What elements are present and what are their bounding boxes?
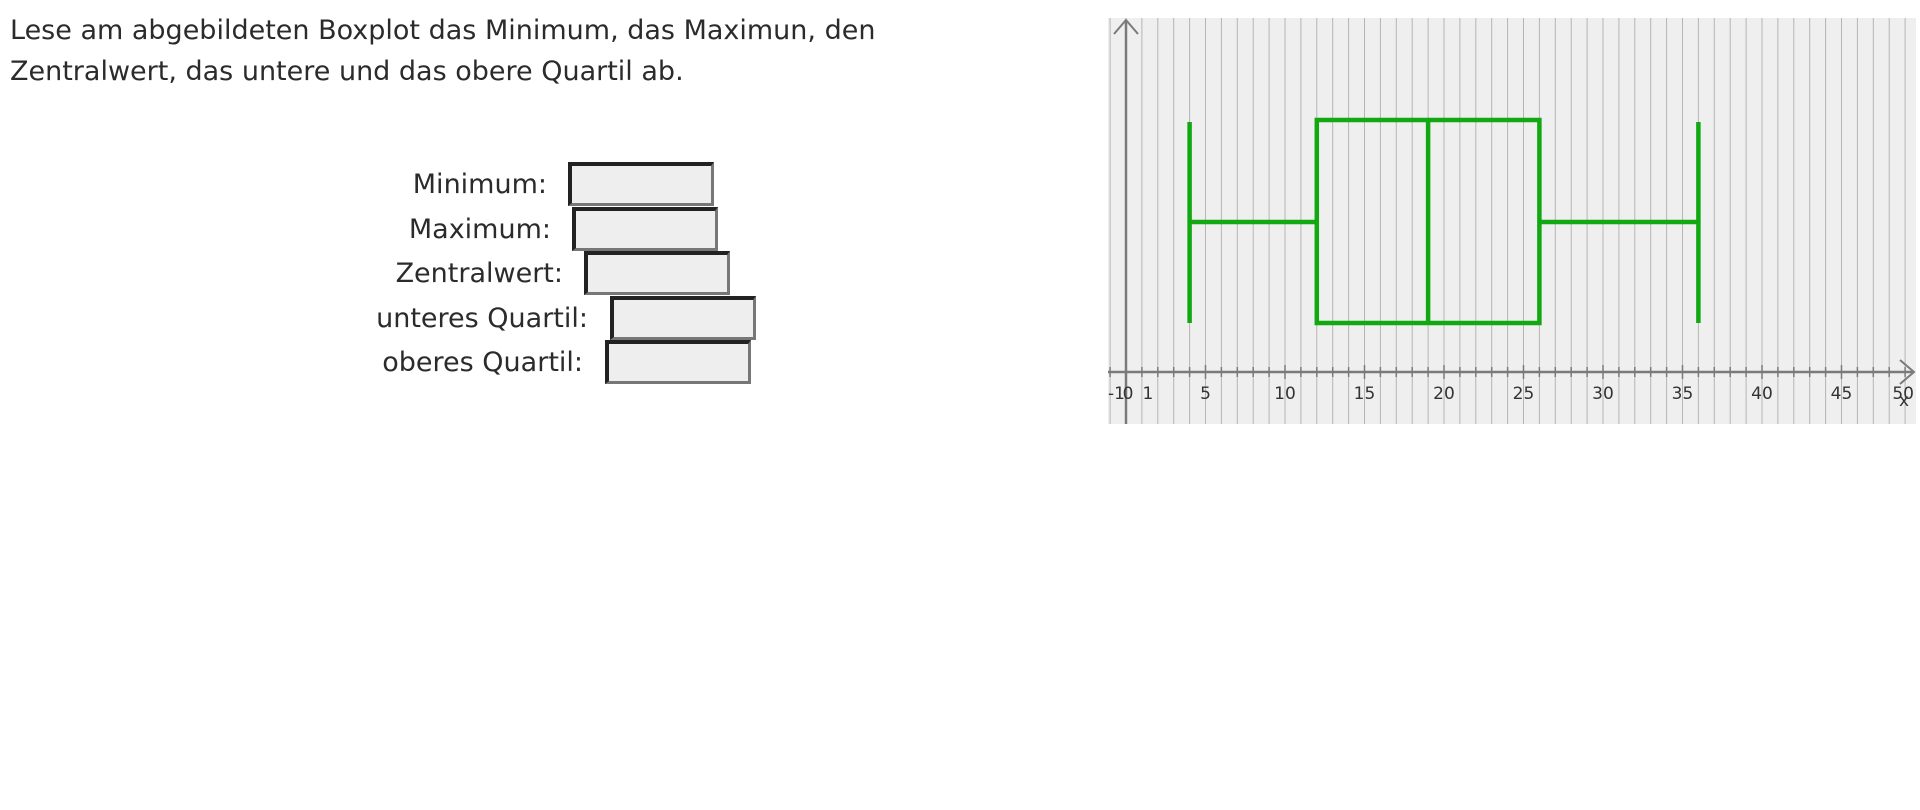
zentralwert-input[interactable] bbox=[584, 251, 730, 295]
x-tick-label: 40 bbox=[1751, 384, 1773, 404]
task-instructions: Lese am abgebildeten Boxplot das Minimum… bbox=[10, 10, 990, 92]
x-tick-label: 0 bbox=[1123, 384, 1134, 404]
x-tick-label: 10 bbox=[1274, 384, 1296, 404]
x-tick-label: 1 bbox=[1142, 384, 1153, 404]
boxplot-svg: -10 1 5 10 15 20 25 30 35 40 45 50x bbox=[1108, 18, 1916, 424]
unteres-quartil-input[interactable] bbox=[610, 296, 756, 340]
task-line-2: Zentralwert, das untere und das obere Qu… bbox=[10, 56, 684, 87]
x-tick-label: 20 bbox=[1433, 384, 1455, 404]
zentralwert-label: Zentralwert: bbox=[395, 258, 563, 289]
maximum-row: Maximum: bbox=[0, 207, 800, 251]
unteres-quartil-label: unteres Quartil: bbox=[376, 303, 588, 334]
x-axis-arrow-icon bbox=[1899, 359, 1916, 385]
oberes-quartil-label: oberes Quartil: bbox=[382, 347, 583, 378]
x-tick-label: 35 bbox=[1672, 384, 1694, 404]
oberes-quartil-row: oberes Quartil: bbox=[0, 340, 800, 384]
x-tick-label: 5 bbox=[1200, 384, 1211, 404]
zentralwert-row: Zentralwert: bbox=[0, 251, 800, 295]
x-tick-label: 45 bbox=[1831, 384, 1853, 404]
minimum-row: Minimum: bbox=[0, 162, 800, 206]
maximum-label: Maximum: bbox=[408, 214, 551, 245]
maximum-input[interactable] bbox=[572, 207, 718, 251]
x-tick-label: -1 bbox=[1108, 384, 1125, 404]
minimum-label: Minimum: bbox=[412, 169, 547, 200]
x-axis-label: x bbox=[1899, 391, 1909, 411]
unteres-quartil-row: unteres Quartil: bbox=[0, 296, 800, 340]
minimum-input[interactable] bbox=[568, 162, 714, 206]
x-tick-label: 30 bbox=[1592, 384, 1614, 404]
task-line-1: Lese am abgebildeten Boxplot das Minimum… bbox=[10, 15, 876, 46]
x-tick-label: 50 bbox=[1892, 384, 1914, 404]
x-tick-label: 15 bbox=[1354, 384, 1376, 404]
y-axis-arrow-icon bbox=[1113, 18, 1139, 35]
x-tick-label: 25 bbox=[1513, 384, 1535, 404]
oberes-quartil-input[interactable] bbox=[605, 340, 751, 384]
boxplot-chart: -1 0 1 5 10 15 20 25 30 35 40 45 50 x bbox=[1108, 18, 1916, 424]
